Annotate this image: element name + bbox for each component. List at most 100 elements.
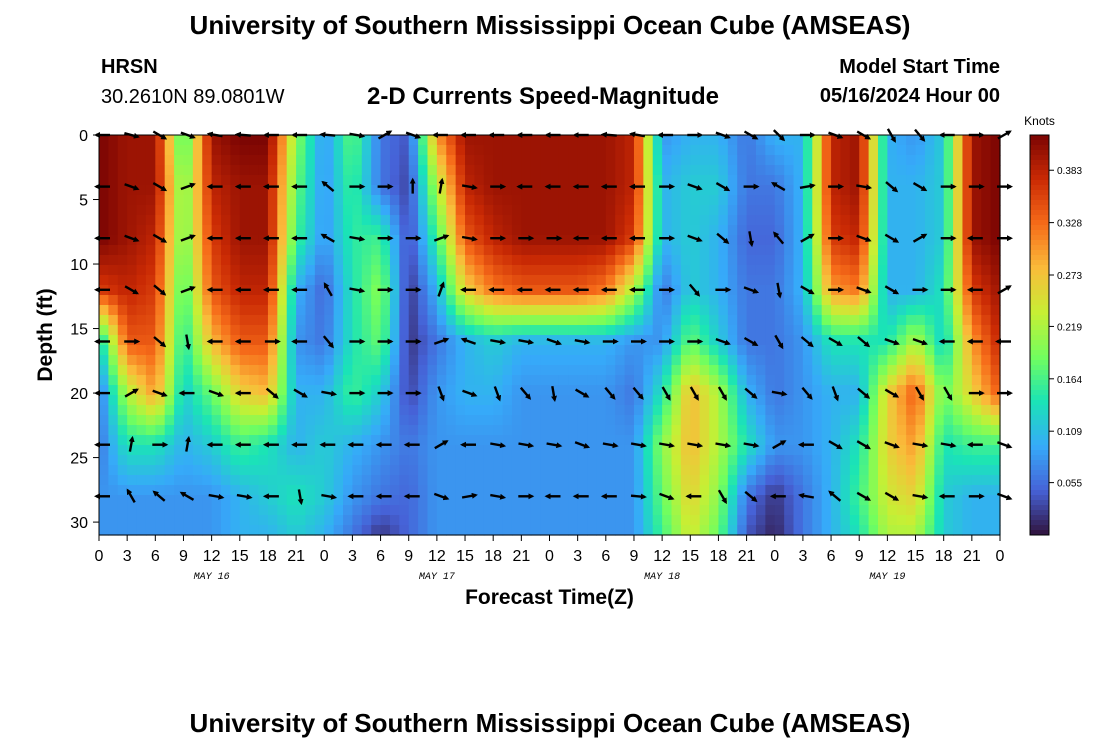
heatmap-cell: [774, 265, 785, 276]
heatmap-cell: [840, 355, 851, 366]
heatmap-cell: [915, 185, 926, 196]
heatmap-cell: [859, 375, 870, 386]
heatmap-cell: [887, 345, 898, 356]
heatmap-cell: [296, 225, 307, 236]
heatmap-cell: [164, 195, 175, 206]
heatmap-cell: [258, 335, 269, 346]
heatmap-cell: [849, 495, 860, 506]
heatmap-cell: [502, 255, 513, 266]
heatmap-cell: [802, 415, 813, 426]
heatmap-cell: [652, 375, 663, 386]
colorbar-segment: [1030, 450, 1049, 456]
heatmap-cell: [812, 505, 823, 516]
heatmap-cell: [408, 315, 419, 326]
heatmap-cell: [371, 445, 382, 456]
heatmap-cell: [380, 405, 391, 416]
heatmap-cell: [408, 305, 419, 316]
heatmap-cell: [436, 495, 447, 506]
heatmap-cell: [934, 385, 945, 396]
heatmap-cell: [727, 185, 738, 196]
heatmap-cell: [183, 325, 194, 336]
heatmap-cell: [643, 335, 654, 346]
heatmap-cell: [643, 175, 654, 186]
heatmap-cell: [389, 185, 400, 196]
heatmap-cell: [502, 445, 513, 456]
heatmap-cell: [145, 335, 156, 346]
heatmap-cell: [483, 515, 494, 526]
heatmap-cell: [934, 225, 945, 236]
heatmap-cell: [230, 165, 241, 176]
heatmap-cell: [249, 475, 260, 486]
heatmap-cell: [840, 505, 851, 516]
heatmap-cell: [343, 165, 354, 176]
heatmap-cell: [587, 375, 598, 386]
heatmap-cell: [333, 175, 344, 186]
heatmap-cell: [718, 415, 729, 426]
heatmap-cell: [192, 385, 203, 396]
heatmap-cell: [418, 305, 429, 316]
heatmap-cell: [145, 495, 156, 506]
heatmap-cell: [511, 355, 522, 366]
heatmap-cell: [699, 255, 710, 266]
heatmap-cell: [652, 305, 663, 316]
heatmap-cell: [277, 355, 288, 366]
heatmap-cell: [831, 515, 842, 526]
heatmap-cell: [877, 135, 888, 146]
heatmap-cell: [211, 185, 222, 196]
heatmap-cell: [343, 505, 354, 516]
heatmap-cell: [934, 495, 945, 506]
heatmap-cell: [446, 495, 457, 506]
heatmap-cell: [436, 385, 447, 396]
heatmap-cell: [577, 335, 588, 346]
heatmap-cell: [164, 405, 175, 416]
heatmap-cell: [558, 375, 569, 386]
heatmap-cell: [699, 405, 710, 416]
heatmap-cell: [699, 385, 710, 396]
heatmap-cell: [831, 145, 842, 156]
heatmap-cell: [314, 175, 325, 186]
heatmap-cell: [117, 395, 128, 406]
heatmap-cell: [511, 525, 522, 536]
heatmap-cell: [145, 175, 156, 186]
heatmap-cell: [108, 155, 119, 166]
colorbar-segment: [1030, 435, 1049, 441]
heatmap-cell: [971, 385, 982, 396]
heatmap-cell: [427, 485, 438, 496]
heatmap-cell: [418, 195, 429, 206]
heatmap-cell: [887, 165, 898, 176]
heatmap-cell: [239, 315, 250, 326]
colorbar-segment: [1030, 365, 1049, 371]
current-arrow: [772, 440, 787, 450]
heatmap-cell: [915, 405, 926, 416]
heatmap-cell: [99, 485, 109, 496]
heatmap-cell: [596, 135, 607, 146]
heatmap-cell: [164, 525, 175, 536]
heatmap-cell: [389, 495, 400, 506]
heatmap-cell: [465, 505, 476, 516]
current-arrow: [659, 492, 675, 501]
heatmap-cell: [624, 305, 635, 316]
heatmap-cell: [371, 155, 382, 166]
heatmap-cell: [511, 175, 522, 186]
heatmap-cell: [615, 395, 626, 406]
heatmap-cell: [840, 495, 851, 506]
heatmap-cell: [164, 345, 175, 356]
heatmap-cell: [671, 455, 682, 466]
heatmap-cell: [906, 375, 917, 386]
heatmap-cell: [793, 395, 804, 406]
heatmap-cell: [877, 405, 888, 416]
heatmap-cell: [474, 495, 485, 506]
heatmap-cell: [877, 475, 888, 486]
heatmap-cell: [737, 275, 748, 286]
heatmap-cell: [455, 445, 466, 456]
heatmap-cell: [249, 175, 260, 186]
heatmap-cell: [859, 405, 870, 416]
heatmap-cell: [474, 525, 485, 536]
heatmap-cell: [990, 425, 1001, 436]
heatmap-cell: [577, 275, 588, 286]
heatmap-cell: [530, 365, 541, 376]
heatmap-cell: [840, 465, 851, 476]
heatmap-cell: [849, 335, 860, 346]
heatmap-cell: [981, 325, 992, 336]
heatmap-cell: [324, 365, 335, 376]
